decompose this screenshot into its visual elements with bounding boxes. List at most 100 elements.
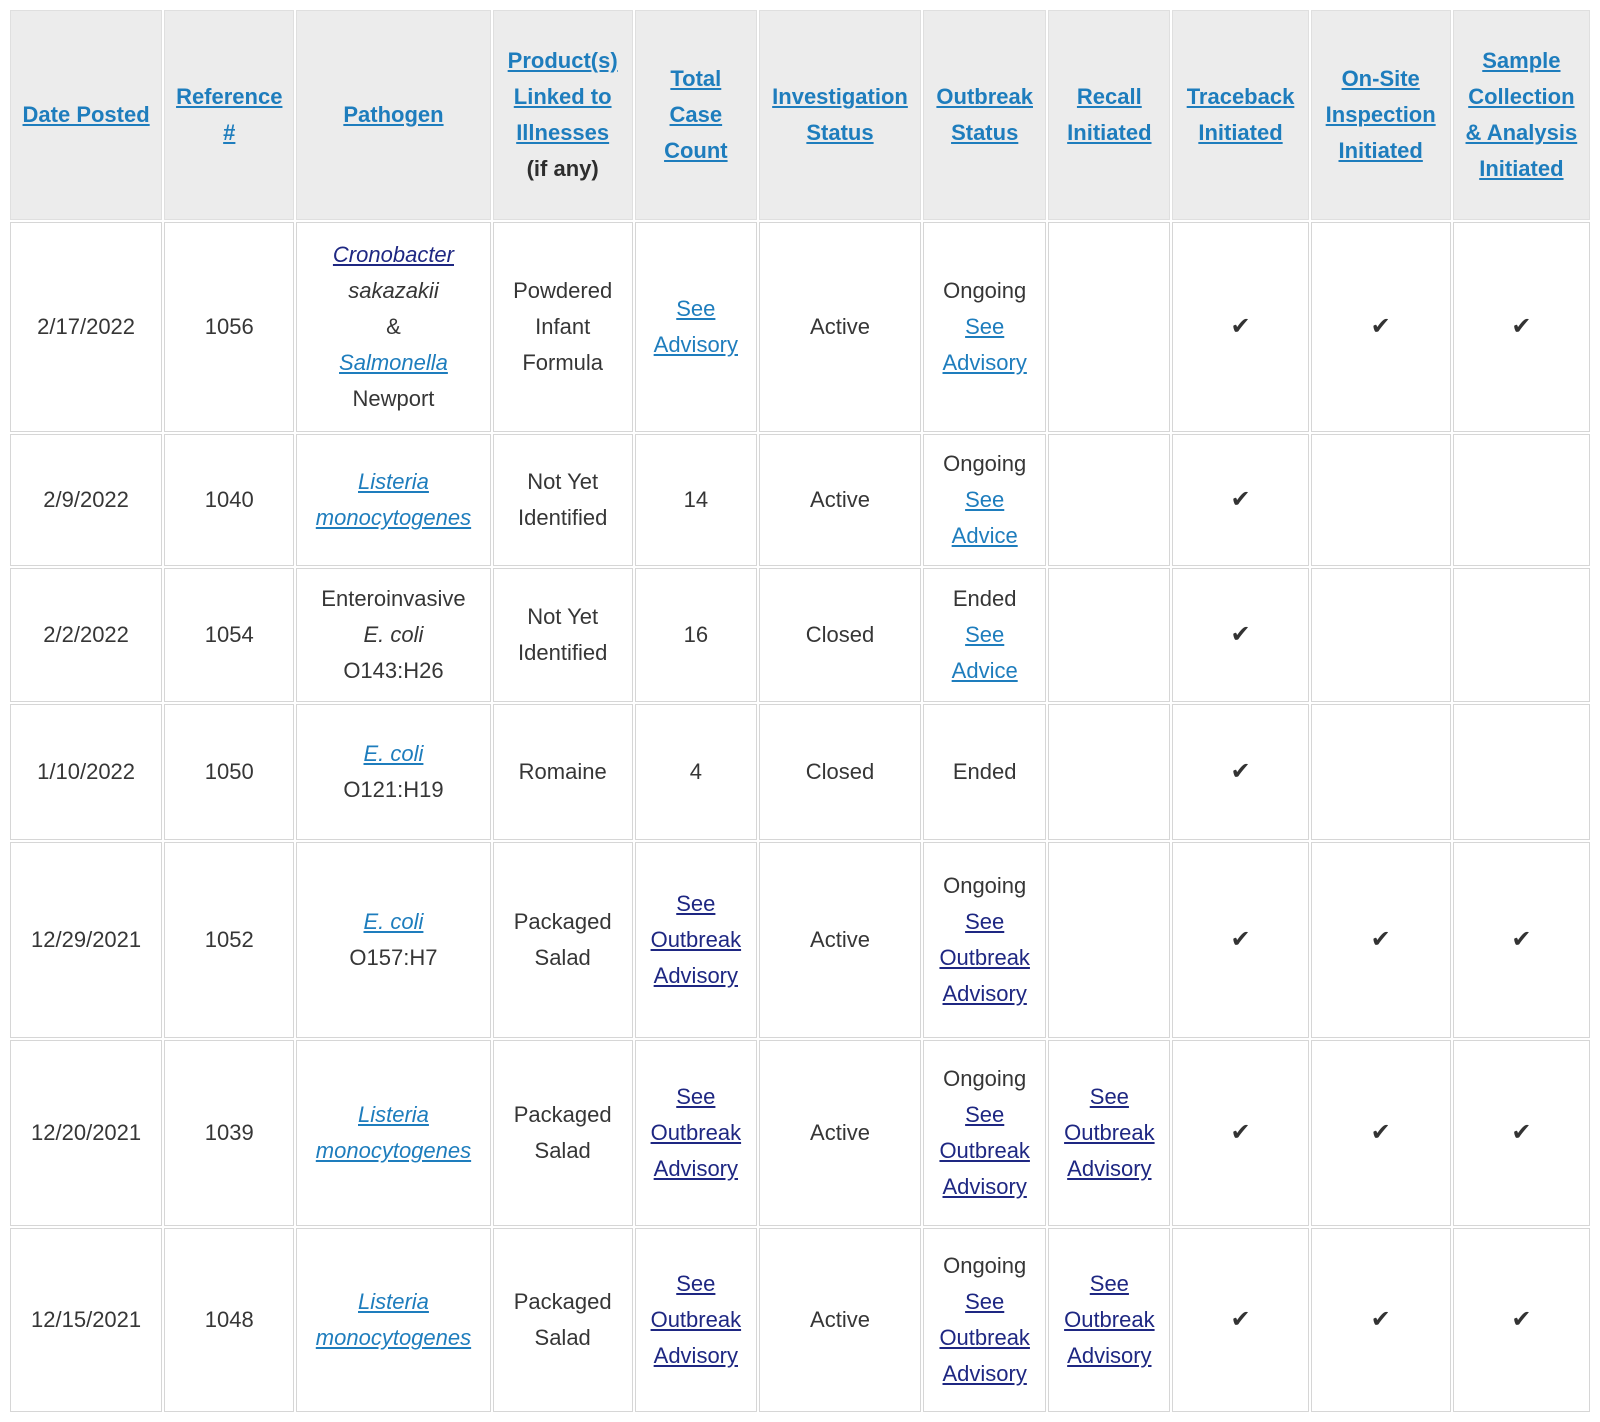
- date_posted-text: 12/15/2021: [31, 1307, 142, 1332]
- cell-date_posted: 12/29/2021: [10, 842, 163, 1038]
- recall-link[interactable]: See Outbreak Advisory: [1064, 1271, 1155, 1368]
- products-text: Packaged Salad: [513, 1289, 612, 1350]
- outbreak_status-text: Ongoing: [943, 278, 1027, 303]
- column-sort-link-case_count[interactable]: Total Case Count: [664, 66, 728, 163]
- outbreak_status-link[interactable]: See Advice: [951, 487, 1018, 548]
- checkmark-icon: ✔: [1511, 1306, 1532, 1333]
- cell-traceback: ✔: [1172, 704, 1309, 840]
- pathogen-link[interactable]: E. coli: [363, 909, 424, 934]
- case_count-link[interactable]: See Advisory: [653, 296, 738, 357]
- cell-traceback: ✔: [1172, 1228, 1309, 1412]
- cell-reference: 1056: [164, 222, 295, 432]
- checkmark-icon: ✔: [1511, 313, 1532, 340]
- column-header-onsite: On-Site Inspection Initiated: [1310, 10, 1451, 220]
- pathogen-link[interactable]: Cronobacter: [332, 242, 454, 267]
- column-header-outbreak_status: Outbreak Status: [923, 10, 1047, 220]
- cell-date_posted: 12/15/2021: [10, 1228, 163, 1412]
- investigation_status-text: Active: [810, 1307, 870, 1332]
- pathogen-text: O157:H7: [349, 945, 438, 970]
- cell-reference: 1039: [164, 1040, 295, 1226]
- date_posted-text: 12/29/2021: [31, 927, 142, 952]
- products-text: Not Yet Identified: [518, 604, 608, 665]
- cell-pathogen: E. coli O121:H19: [296, 704, 491, 840]
- recall-link[interactable]: See Outbreak Advisory: [1064, 1084, 1155, 1181]
- cell-recall: See Outbreak Advisory: [1048, 1228, 1171, 1412]
- cell-pathogen: Listeria monocytogenes: [296, 1040, 491, 1226]
- cell-pathogen: Listeria monocytogenes: [296, 434, 491, 566]
- pathogen-text: O143:H26: [343, 658, 444, 683]
- cell-recall: [1048, 704, 1171, 840]
- case_count-link[interactable]: See Outbreak Advisory: [650, 1271, 742, 1368]
- checkmark-icon: ✔: [1511, 926, 1532, 953]
- cell-case_count: 4: [634, 704, 757, 840]
- cell-products: Not Yet Identified: [492, 434, 633, 566]
- cell-onsite: ✔: [1310, 222, 1451, 432]
- pathogen-link[interactable]: Listeria monocytogenes: [315, 1289, 472, 1350]
- cell-date_posted: 1/10/2022: [10, 704, 163, 840]
- cell-investigation_status: Active: [758, 1040, 922, 1226]
- column-sort-link-reference[interactable]: Reference #: [176, 84, 283, 145]
- column-sort-link-pathogen[interactable]: Pathogen: [343, 102, 444, 127]
- outbreak_status-link[interactable]: See Advisory: [942, 314, 1027, 375]
- column-header-sample: Sample Collection & Analysis Initiated: [1452, 10, 1590, 220]
- outbreak_status-text: Ongoing: [943, 873, 1027, 898]
- cell-recall: [1048, 568, 1171, 702]
- cell-date_posted: 2/2/2022: [10, 568, 163, 702]
- outbreak_status-text: Ended: [952, 586, 1017, 611]
- pathogen-link[interactable]: Salmonella: [339, 350, 448, 375]
- case_count-link[interactable]: See Outbreak Advisory: [650, 1084, 742, 1181]
- column-sort-link-sample[interactable]: Sample Collection & Analysis Initiated: [1465, 48, 1578, 181]
- cell-investigation_status: Closed: [758, 704, 922, 840]
- cell-traceback: ✔: [1172, 222, 1309, 432]
- outbreak_status-link[interactable]: See Outbreak Advisory: [939, 909, 1030, 1006]
- column-sort-link-recall[interactable]: Recall Initiated: [1067, 84, 1152, 145]
- table-row: 12/20/2021 1039 Listeria monocytogenes Pack…: [10, 1040, 1590, 1226]
- pathogen-link[interactable]: Listeria monocytogenes: [315, 469, 472, 530]
- cell-traceback: ✔: [1172, 434, 1309, 566]
- cell-products: Not Yet Identified: [492, 568, 633, 702]
- products-text: Not Yet Identified: [518, 469, 608, 530]
- checkmark-icon: ✔: [1230, 1306, 1251, 1333]
- column-sort-link-products[interactable]: Product(s) Linked to Illnesses: [507, 48, 618, 145]
- cell-date_posted: 2/17/2022: [10, 222, 163, 432]
- investigation_status-text: Active: [810, 314, 870, 339]
- cell-outbreak_status: Ended: [923, 704, 1047, 840]
- investigation_status-text: Closed: [805, 622, 875, 647]
- pathogen-link[interactable]: Listeria monocytogenes: [315, 1102, 472, 1163]
- cell-sample: ✔: [1452, 1040, 1590, 1226]
- cell-sample: ✔: [1452, 842, 1590, 1038]
- products-text: Romaine: [518, 759, 607, 784]
- column-sort-link-traceback[interactable]: Traceback Initiated: [1186, 84, 1295, 145]
- outbreak_status-text: Ongoing: [943, 451, 1027, 476]
- pathogen-text: &: [386, 314, 401, 339]
- pathogen-link[interactable]: E. coli: [363, 741, 424, 766]
- column-sort-link-onsite[interactable]: On-Site Inspection Initiated: [1325, 66, 1436, 163]
- column-sort-link-investigation_status[interactable]: Investigation Status: [772, 84, 908, 145]
- outbreak_status-link[interactable]: See Outbreak Advisory: [939, 1289, 1030, 1386]
- cell-case_count: 16: [634, 568, 757, 702]
- pathogen-text: O121:H19: [343, 777, 444, 802]
- cell-products: Romaine: [492, 704, 633, 840]
- column-sort-link-outbreak_status[interactable]: Outbreak Status: [936, 84, 1033, 145]
- table-row: 2/2/2022 1054 Enteroinvasive E. coli O143:H2…: [10, 568, 1590, 702]
- cell-case_count: See Outbreak Advisory: [634, 842, 757, 1038]
- table-row: 1/10/2022 1050 E. coli O121:H19 Romaine 4 Clos…: [10, 704, 1590, 840]
- cell-outbreak_status: Ongoing See Advice: [923, 434, 1047, 566]
- outbreak_status-link[interactable]: See Advice: [951, 622, 1018, 683]
- case_count-text: 14: [683, 487, 709, 512]
- case_count-link[interactable]: See Outbreak Advisory: [650, 891, 742, 988]
- column-header-reference: Reference #: [164, 10, 295, 220]
- reference-text: 1052: [204, 927, 254, 952]
- cell-recall: [1048, 842, 1171, 1038]
- checkmark-icon: ✔: [1370, 926, 1391, 953]
- outbreak-table-body: 2/17/2022 1056 Cronobacter sakazakii & Salmon…: [10, 222, 1590, 1412]
- investigation_status-text: Active: [810, 487, 870, 512]
- checkmark-icon: ✔: [1230, 926, 1251, 953]
- checkmark-icon: ✔: [1230, 486, 1251, 513]
- column-header-date_posted: Date Posted: [10, 10, 163, 220]
- column-sort-link-date_posted[interactable]: Date Posted: [22, 102, 150, 127]
- outbreak_status-link[interactable]: See Outbreak Advisory: [939, 1102, 1030, 1199]
- cell-outbreak_status: Ongoing See Outbreak Advisory: [923, 842, 1047, 1038]
- checkmark-icon: ✔: [1511, 1119, 1532, 1146]
- cell-reference: 1048: [164, 1228, 295, 1412]
